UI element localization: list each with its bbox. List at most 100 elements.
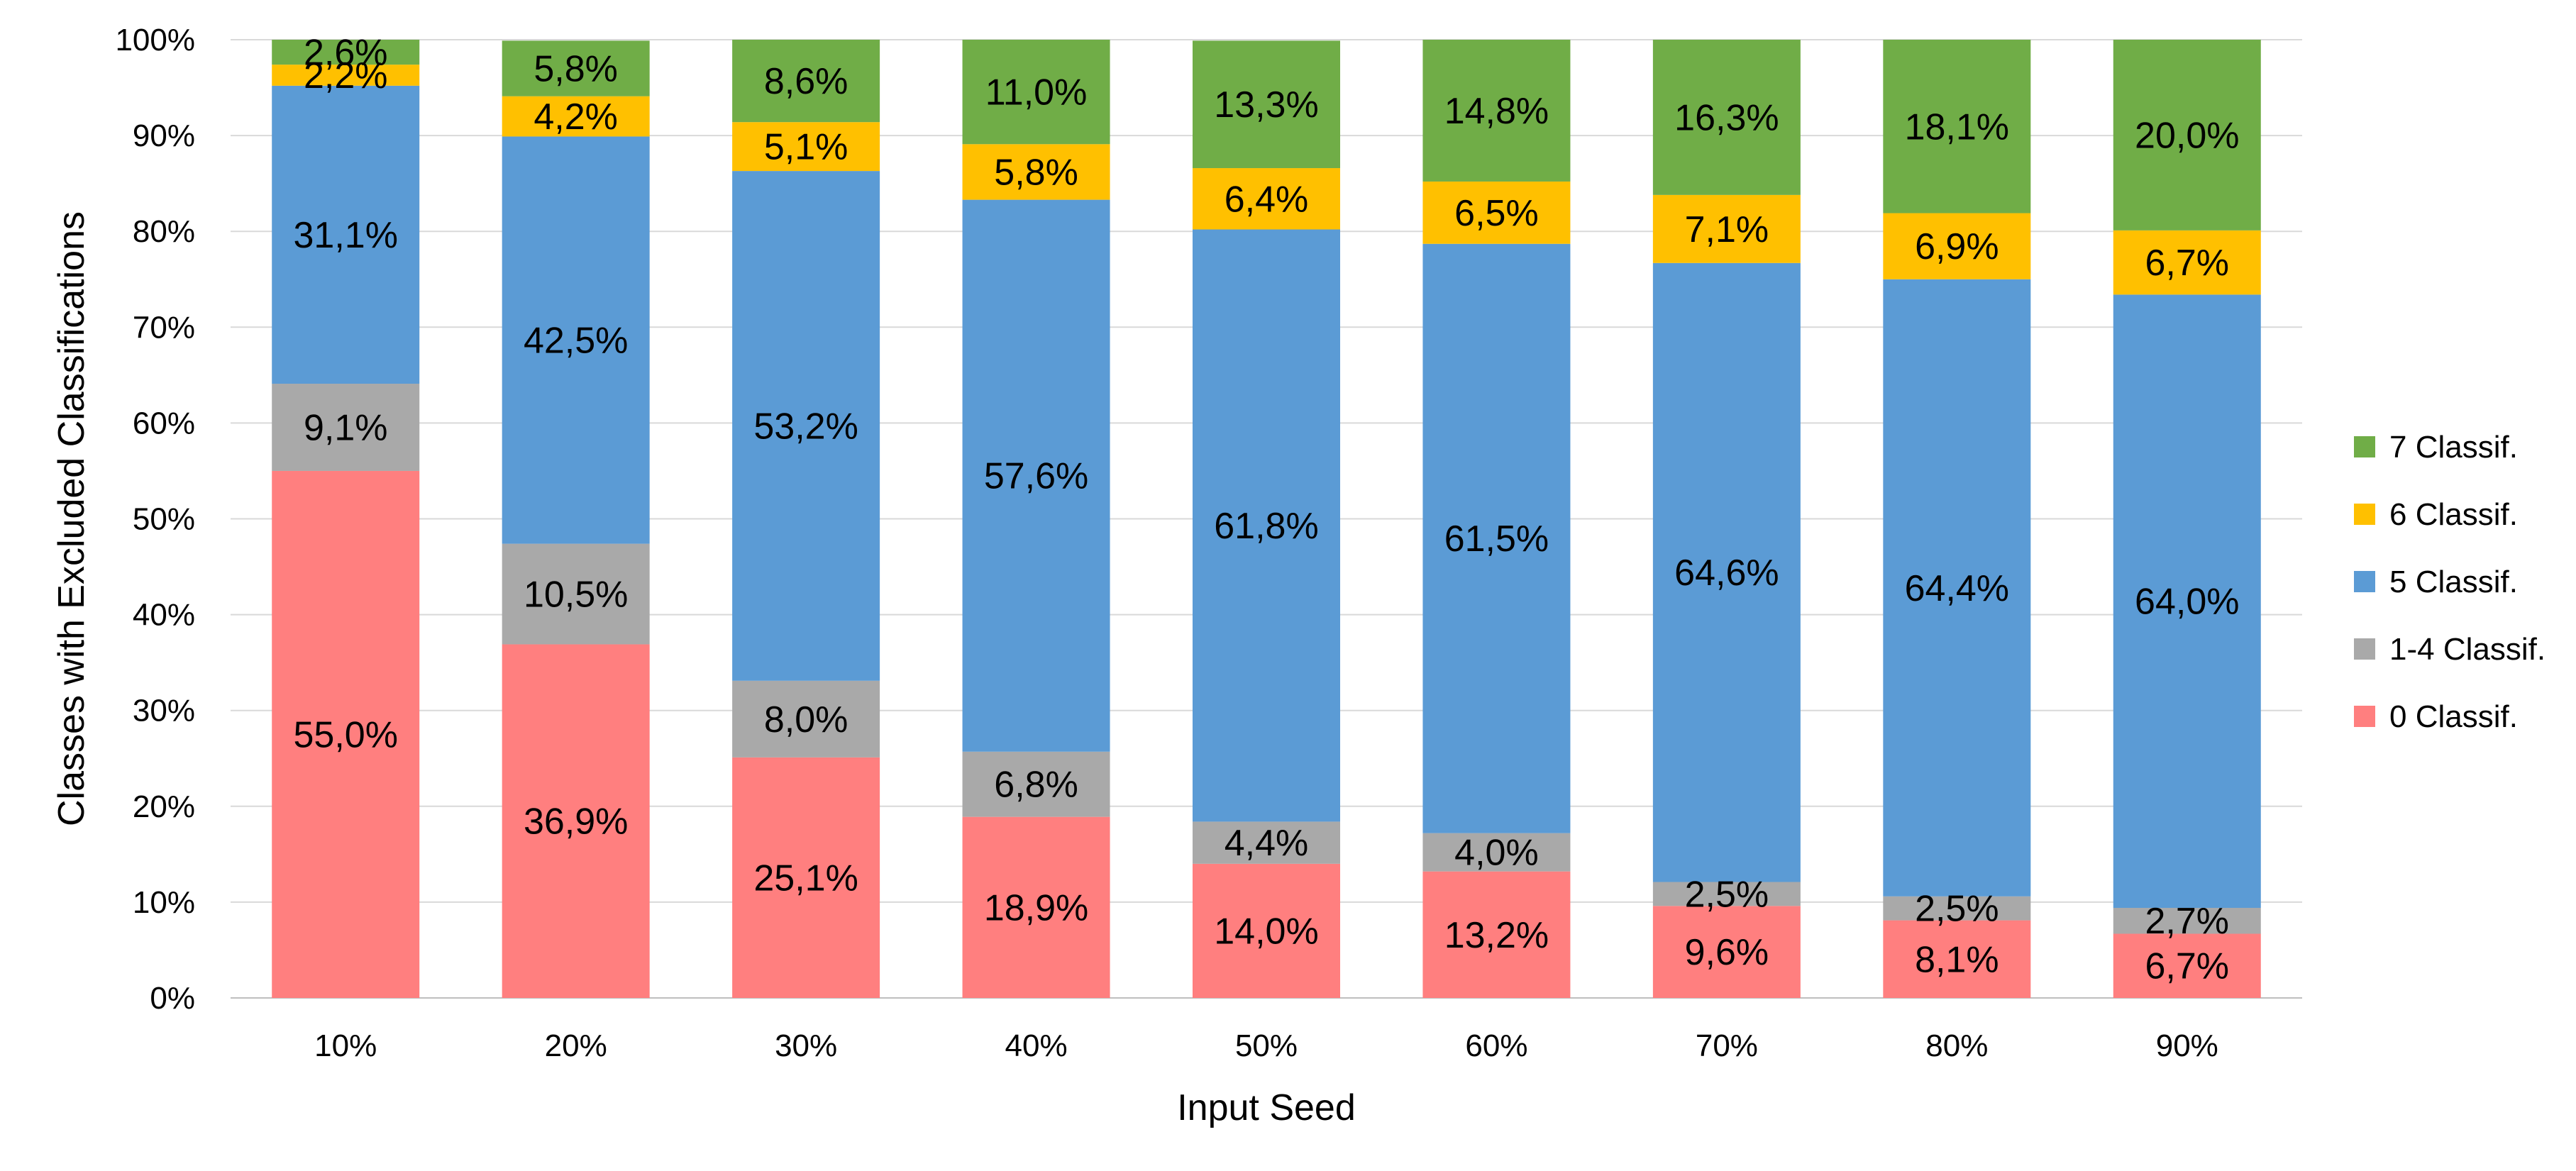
y-tick-label: 30% xyxy=(133,694,195,728)
bar-segment xyxy=(1422,871,1571,998)
bar-segment xyxy=(1883,920,2031,998)
data-label: 6,8% xyxy=(994,765,1078,806)
bar-segment xyxy=(1193,229,1340,822)
data-label: 6,7% xyxy=(2145,243,2230,284)
y-tick-label: 100% xyxy=(115,23,195,57)
y-tick-label: 0% xyxy=(150,981,195,1016)
legend-label: 6 Classif. xyxy=(2389,497,2518,532)
data-labels: 55,0% 9,1% 31,1% 2,2%2,6% 36,9% 10,5% 42,5% 4,2… xyxy=(293,33,2239,987)
data-label: 4,4% xyxy=(1225,823,1309,864)
data-label: 13,2% xyxy=(1444,915,1549,956)
bar-segment xyxy=(1422,243,1571,833)
data-label: 14,0% xyxy=(1214,911,1318,952)
y-tick-label: 50% xyxy=(133,502,195,537)
bar-segment xyxy=(272,384,420,471)
bar-segment xyxy=(1883,40,2031,213)
data-label: 6,7% xyxy=(2145,946,2230,987)
data-label: 2,6% xyxy=(304,33,388,74)
bar-segment xyxy=(2113,40,2261,231)
data-label: 18,1% xyxy=(1905,106,2009,148)
data-label: 14,8% xyxy=(1444,91,1549,132)
data-label: 9,1% xyxy=(304,407,388,448)
legend-label: 5 Classif. xyxy=(2389,565,2518,599)
data-label: 7,1% xyxy=(1685,209,1769,250)
bar-segment xyxy=(502,40,650,96)
y-axis-title: Classes with Excluded Classifications xyxy=(51,211,92,826)
y-tick-label: 60% xyxy=(133,406,195,440)
x-tick-label: 50% xyxy=(1235,1028,1298,1063)
bar-segment xyxy=(1652,882,1801,906)
bar-segment xyxy=(1652,906,1801,998)
y-tick-label: 40% xyxy=(133,598,195,633)
bar-segment xyxy=(962,816,1110,998)
bar-segment xyxy=(1193,863,1340,998)
bar-segment xyxy=(962,144,1110,200)
y-tick-label: 10% xyxy=(133,885,195,920)
data-label: 31,1% xyxy=(293,215,397,256)
bar-segment xyxy=(272,65,420,86)
legend: 7 Classif. 6 Classif. 5 Classif. 1-4 Classi… xyxy=(2354,430,2545,734)
bar-segment xyxy=(272,470,420,998)
data-label: 6,4% xyxy=(1225,179,1309,220)
bar-segment xyxy=(1652,194,1801,263)
bar-segment xyxy=(1422,181,1571,244)
bar-segment xyxy=(1422,833,1571,872)
bar-segment xyxy=(272,40,420,65)
data-label: 2,5% xyxy=(1915,889,1999,930)
data-label: 20,0% xyxy=(2135,115,2239,156)
legend-swatch xyxy=(2354,638,2375,660)
bar-segment xyxy=(502,644,650,998)
y-tick-label: 80% xyxy=(133,214,195,249)
legend-swatch xyxy=(2354,706,2375,727)
bar-segment xyxy=(1193,821,1340,864)
data-label: 5,8% xyxy=(994,152,1078,193)
x-tick-label: 40% xyxy=(1005,1028,1068,1063)
data-label: 5,8% xyxy=(534,49,618,90)
x-tick-label: 30% xyxy=(775,1028,837,1063)
bar-segment xyxy=(962,40,1110,145)
data-label: 6,9% xyxy=(1915,226,1999,267)
axes: 0% 10% 20% 30% 40% 50% 60% 70% 80% 90% 100% 10% 20% 3… xyxy=(115,23,2218,1063)
bars xyxy=(272,40,2261,998)
data-label: 8,1% xyxy=(1915,939,1999,980)
bar-segment xyxy=(2113,933,2261,998)
x-tick-label: 90% xyxy=(2156,1028,2218,1063)
data-label: 42,5% xyxy=(524,321,628,362)
bar-segment xyxy=(732,122,880,172)
bar-segment xyxy=(1883,896,2031,921)
bar-segment xyxy=(2113,908,2261,934)
data-label: 4,0% xyxy=(1454,833,1539,874)
data-label: 64,0% xyxy=(2135,582,2239,623)
legend-swatch xyxy=(2354,504,2375,525)
bar-segment xyxy=(502,543,650,645)
x-tick-label: 20% xyxy=(545,1028,607,1063)
bar-segment xyxy=(1652,262,1801,882)
data-label: 11,0% xyxy=(985,72,1088,113)
y-tick-label: 90% xyxy=(133,118,195,153)
x-tick-label: 70% xyxy=(1696,1028,1758,1063)
legend-label: 1-4 Classif. xyxy=(2389,632,2545,667)
bar-segment xyxy=(1883,279,2031,897)
data-label: 8,0% xyxy=(764,699,848,740)
data-label: 4,2% xyxy=(534,96,618,138)
data-label: 55,0% xyxy=(293,714,397,755)
x-axis-title: Input Seed xyxy=(1177,1087,1356,1128)
y-tick-label: 20% xyxy=(133,789,195,824)
legend-label: 0 Classif. xyxy=(2389,699,2518,734)
x-tick-label: 80% xyxy=(1925,1028,1988,1063)
bar-segment xyxy=(962,199,1110,752)
data-label: 8,6% xyxy=(764,61,848,102)
data-label: 61,8% xyxy=(1214,506,1318,547)
bar-segment xyxy=(502,96,650,137)
data-label: 10,5% xyxy=(524,575,628,616)
bar-segment xyxy=(1422,40,1571,182)
bar-segment xyxy=(1193,40,1340,169)
bar-segment xyxy=(1652,40,1801,195)
bar-segment xyxy=(732,40,880,123)
data-label: 2,2% xyxy=(304,55,388,96)
bar-segment xyxy=(732,680,880,757)
data-label: 57,6% xyxy=(984,456,1088,497)
bar-segment xyxy=(1883,213,2031,279)
